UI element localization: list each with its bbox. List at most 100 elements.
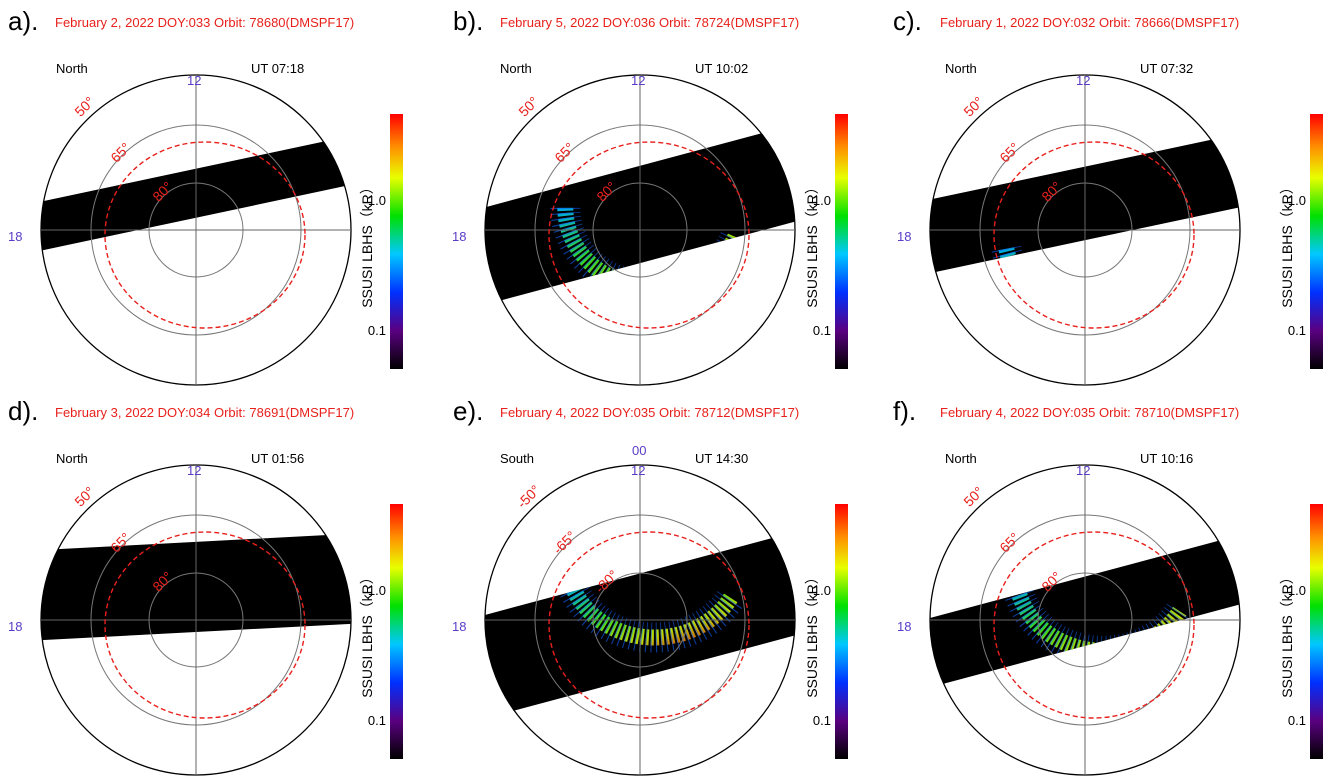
- colorbar-tick: 0.1: [813, 713, 831, 728]
- swath-band: [485, 102, 795, 329]
- noon-label: 12: [631, 73, 645, 88]
- lat-label: 50°: [515, 93, 541, 119]
- hemisphere: South: [500, 451, 534, 466]
- aurora: [557, 579, 744, 653]
- dusk-label: 18: [897, 619, 911, 634]
- colorbar-tick: 0.1: [1288, 713, 1306, 728]
- aurora-arc-inner: [991, 245, 1182, 294]
- colorbar-tick: 1.0: [813, 193, 831, 208]
- oval-boundary: [104, 531, 306, 719]
- colorbar: [835, 114, 848, 369]
- colorbar-tick: 1.0: [1288, 583, 1306, 598]
- panel-header: February 3, 2022 DOY:034 Orbit: 78691(DM…: [55, 405, 354, 420]
- swath: [930, 512, 1240, 712]
- panel-label: d).: [8, 396, 38, 426]
- ut-time: UT 10:02: [695, 61, 748, 76]
- colorbar-tick: 1.0: [813, 583, 831, 598]
- panel-label: e).: [453, 396, 483, 426]
- colorbar: [390, 114, 403, 369]
- dusk-label: 18: [8, 619, 22, 634]
- swath: [41, 117, 351, 273]
- oval-boundary: [104, 141, 306, 329]
- ut-time: UT 14:30: [695, 451, 748, 466]
- swath-band: [485, 509, 795, 741]
- colorbar-title: SSUSI LBHS（kR）: [359, 570, 375, 698]
- aurora: [121, 652, 286, 704]
- swath-band: [41, 528, 351, 646]
- aurora-arc-inner: [557, 579, 744, 653]
- aurora-arc-inner: [107, 255, 301, 273]
- aurora: [991, 245, 1182, 294]
- hemisphere: North: [945, 451, 977, 466]
- lat-label: 65°: [996, 529, 1022, 555]
- aurora: [107, 255, 301, 273]
- swath-band: [930, 512, 1240, 712]
- lat-label: 50°: [71, 93, 97, 119]
- hemisphere: North: [500, 61, 532, 76]
- swath: [485, 509, 795, 741]
- noon-label: 12: [187, 463, 201, 478]
- swath: [930, 115, 1240, 294]
- aurora-arc: [998, 247, 1176, 294]
- noon-label: 12: [631, 463, 645, 478]
- lat-label: -65°: [550, 528, 580, 558]
- colorbar-tick: 0.1: [1288, 323, 1306, 338]
- colorbar-tick: 1.0: [368, 193, 386, 208]
- panel: c). February 1, 2022 DOY:032 Orbit: 78666…: [893, 6, 1323, 386]
- colorbar: [835, 504, 848, 759]
- noon-label: 12: [187, 73, 201, 88]
- dusk-label: 18: [452, 229, 466, 244]
- panel-header: February 4, 2022 DOY:035 Orbit: 78710(DM…: [940, 405, 1239, 420]
- panel-header: February 2, 2022 DOY:033 Orbit: 78680(DM…: [55, 15, 354, 30]
- colorbar-tick: 1.0: [1288, 193, 1306, 208]
- oval-boundary: [993, 531, 1195, 719]
- dusk-label: 18: [897, 229, 911, 244]
- colorbar-tick: 0.1: [368, 713, 386, 728]
- panel: b). February 5, 2022 DOY:036 Orbit: 78724…: [452, 6, 848, 386]
- colorbar-tick: 0.1: [368, 323, 386, 338]
- oval-boundary: [993, 141, 1195, 329]
- lat-label: 65°: [107, 139, 133, 165]
- oval-boundary: [548, 531, 750, 719]
- panel-label: a).: [8, 6, 38, 36]
- swath-band: [930, 115, 1240, 294]
- colorbar: [390, 504, 403, 759]
- noon-label: 12: [1076, 463, 1090, 478]
- panel: d). February 3, 2022 DOY:034 Orbit: 78691…: [8, 396, 403, 776]
- ut-time: UT 07:32: [1140, 61, 1193, 76]
- colorbar-title: SSUSI LBHS（kR）: [804, 180, 820, 308]
- lat-label: 50°: [960, 93, 986, 119]
- lat-label: -50°: [514, 482, 544, 512]
- hemisphere: North: [945, 61, 977, 76]
- top-label: 00: [632, 443, 646, 458]
- panel-header: February 4, 2022 DOY:035 Orbit: 78712(DM…: [500, 405, 799, 420]
- panel: a). February 2, 2022 DOY:033 Orbit: 78680…: [8, 6, 403, 386]
- colorbar-tick: 0.1: [813, 323, 831, 338]
- ut-time: UT 01:56: [251, 451, 304, 466]
- swath: [485, 102, 795, 329]
- ut-time: UT 07:18: [251, 61, 304, 76]
- colorbar: [1310, 504, 1323, 759]
- colorbar-title: SSUSI LBHS（kR）: [359, 180, 375, 308]
- ut-time: UT 10:16: [1140, 451, 1193, 466]
- colorbar-title: SSUSI LBHS（kR）: [1279, 570, 1295, 698]
- colorbar-title: SSUSI LBHS（kR）: [1279, 180, 1295, 308]
- lat-label: 65°: [996, 139, 1022, 165]
- dusk-label: 18: [452, 619, 466, 634]
- colorbar-title: SSUSI LBHS（kR）: [804, 570, 820, 698]
- dusk-label: 18: [8, 229, 22, 244]
- aurora-arc-inner: [121, 652, 286, 704]
- lat-label: 65°: [551, 139, 577, 165]
- aurora-arc: [113, 258, 295, 273]
- hemisphere: North: [56, 451, 88, 466]
- swath: [41, 528, 351, 704]
- colorbar: [1310, 114, 1323, 369]
- aurora-arc: [121, 652, 286, 704]
- lat-label: 50°: [960, 483, 986, 509]
- hemisphere: North: [56, 61, 88, 76]
- oval-boundary: [548, 141, 750, 329]
- panel-header: February 5, 2022 DOY:036 Orbit: 78724(DM…: [500, 15, 799, 30]
- lat-label: 50°: [71, 483, 97, 509]
- colorbar-tick: 1.0: [368, 583, 386, 598]
